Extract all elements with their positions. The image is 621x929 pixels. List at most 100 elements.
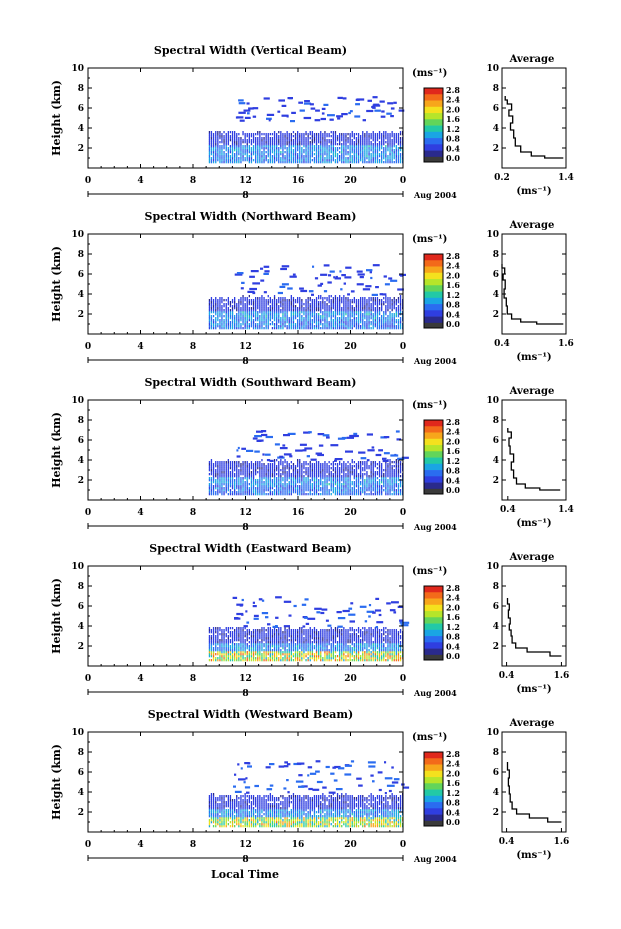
- heatmap-cell: [376, 139, 379, 142]
- heatmap-cell: [351, 327, 353, 330]
- heatmap-cell: [282, 301, 284, 304]
- heatmap-cell: [217, 649, 219, 652]
- heatmap-cell: [215, 659, 217, 662]
- heatmap-cell: [343, 151, 345, 154]
- heatmap-cell: [370, 161, 372, 164]
- heatmap-cell: [330, 299, 332, 302]
- heatmap-cell: [366, 147, 368, 150]
- heatmap-cell: [391, 305, 393, 308]
- heatmap-cell: [210, 463, 213, 466]
- heatmap-cell: [313, 311, 316, 314]
- heatmap-cell: [301, 481, 303, 484]
- heatmap-cell: [269, 147, 271, 150]
- heatmap-cell: [355, 137, 358, 140]
- x-tick-label: 0: [85, 342, 91, 352]
- heatmap-cell: [286, 153, 288, 156]
- heatmap-cell: [238, 149, 240, 152]
- heatmap-cell: [328, 477, 330, 480]
- heatmap-cell: [353, 319, 355, 322]
- heatmap-cell: [299, 471, 301, 474]
- heatmap-cell: [336, 475, 339, 478]
- heatmap-cell: [378, 155, 381, 158]
- heatmap-cell: [341, 317, 343, 320]
- heatmap-cell: [305, 131, 307, 134]
- heatmap-cell: [324, 317, 326, 320]
- heatmap-cell: [330, 145, 332, 148]
- heatmap-cell: [242, 311, 244, 314]
- heatmap-cell: [339, 135, 341, 138]
- panel-title: Spectral Width (Southward Beam): [144, 376, 356, 389]
- heatmap-cell: [328, 491, 330, 494]
- heatmap-cell: [357, 473, 360, 476]
- heatmap-cell: [324, 469, 326, 472]
- heatmap-cell: [286, 301, 288, 304]
- heatmap-cell: [248, 483, 250, 486]
- heatmap-cell: [284, 321, 286, 324]
- heatmap-cell: [292, 315, 295, 318]
- heatmap-cell: [286, 307, 288, 310]
- heatmap-cell: [215, 159, 217, 162]
- heatmap-cell: [244, 645, 246, 648]
- heatmap-cell: [248, 629, 250, 632]
- heatmap-cell: [318, 321, 320, 324]
- heatmap-cell: [255, 307, 257, 310]
- heatmap-cell: [255, 155, 257, 158]
- heatmap-cell: [219, 647, 221, 650]
- heatmap-cell: [242, 631, 244, 634]
- heatmap-cell: [273, 303, 276, 306]
- heatmap-cell: [313, 493, 316, 496]
- heatmap-cell: [250, 647, 253, 650]
- heatmap-cell: [294, 315, 297, 318]
- heatmap-cell: [391, 319, 393, 322]
- heatmap-cell: [264, 453, 271, 456]
- heatmap-cell: [374, 481, 376, 484]
- heatmap-cell: [324, 321, 326, 324]
- heatmap-cell: [242, 653, 244, 656]
- heatmap-cell: [301, 323, 303, 326]
- heatmap-cell: [215, 151, 217, 154]
- heatmap-cell: [374, 299, 376, 302]
- heatmap-cell: [257, 315, 259, 318]
- heatmap-cell: [391, 469, 393, 472]
- heatmap-cell: [376, 311, 379, 314]
- heatmap-cell: [290, 157, 292, 160]
- heatmap-cell: [240, 139, 242, 142]
- heatmap-cell: [341, 485, 343, 488]
- heatmap-cell: [240, 141, 242, 144]
- heatmap-cell: [349, 469, 351, 472]
- heatmap-cell: [372, 321, 374, 324]
- heatmap-cell: [217, 311, 219, 314]
- heatmap-cell: [355, 145, 358, 148]
- heatmap-cell: [255, 637, 257, 640]
- heatmap-cell: [349, 147, 351, 150]
- heatmap-cell: [343, 463, 345, 466]
- heatmap-cell: [236, 657, 238, 660]
- heatmap-cell: [373, 103, 380, 106]
- heatmap-cell: [364, 161, 366, 164]
- heatmap-cell: [320, 161, 322, 164]
- heatmap-cell: [357, 491, 360, 494]
- heatmap-cell: [381, 307, 383, 310]
- heatmap-cell: [223, 137, 225, 140]
- heatmap-cell: [383, 436, 390, 439]
- heatmap-cell: [290, 309, 292, 312]
- heatmap-cell: [362, 157, 364, 160]
- heatmap-cell: [324, 157, 326, 160]
- heatmap-cell: [236, 137, 238, 140]
- heatmap-cell: [263, 155, 265, 158]
- heatmap-cell: [271, 149, 274, 152]
- heatmap-cell: [336, 309, 339, 312]
- heatmap-cell: [255, 153, 257, 156]
- heatmap-cell: [313, 479, 316, 482]
- y-tick-label: 6: [78, 270, 84, 280]
- heatmap-cell: [252, 653, 255, 656]
- x-tick-label: 12: [239, 342, 252, 352]
- heatmap-cell: [301, 305, 303, 308]
- heatmap-cell: [242, 641, 244, 644]
- heatmap-cell: [313, 305, 316, 308]
- heatmap-cell: [393, 491, 395, 494]
- heatmap-cell: [234, 307, 236, 310]
- heatmap-cell: [332, 155, 334, 158]
- heatmap-cell: [282, 133, 284, 136]
